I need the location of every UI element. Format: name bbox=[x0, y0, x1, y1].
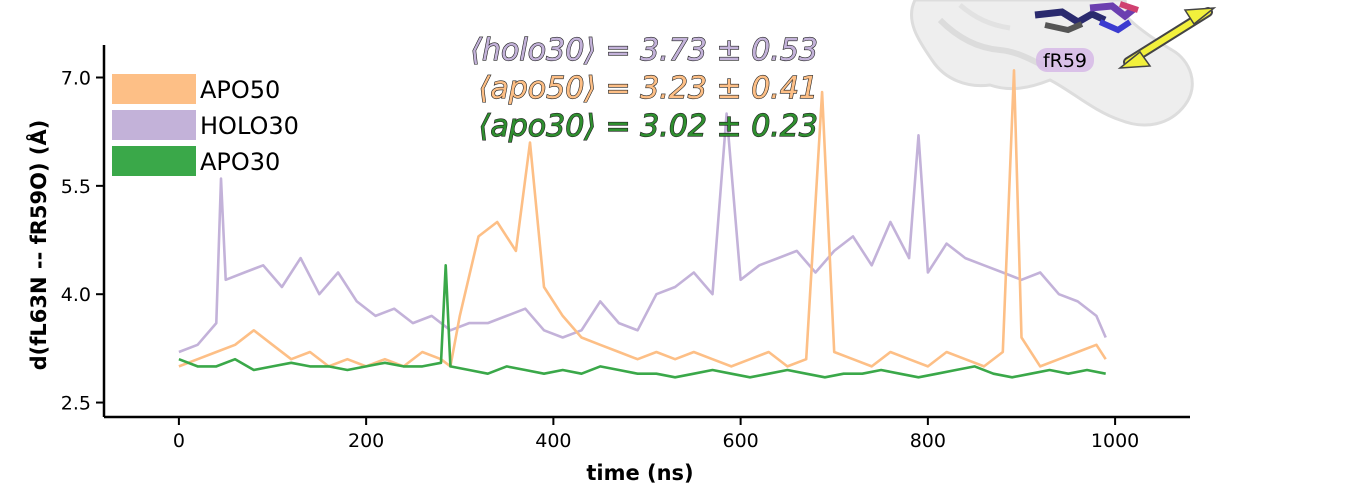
legend-label-holo30: HOLO30 bbox=[200, 112, 299, 140]
inset-residue-label: fR59 bbox=[1043, 50, 1087, 72]
x-tick-label: 400 bbox=[535, 430, 571, 452]
inset-structure-image: fR59 bbox=[910, 0, 1217, 127]
mean-annotations: ⟨holo30⟩ = 3.73 ± 0.53⟨apo50⟩ = 3.23 ± 0… bbox=[470, 32, 819, 144]
mean-annotation: ⟨holo30⟩ = 3.73 ± 0.53 bbox=[470, 33, 818, 68]
x-ticks: 0 200 400 600 800 1000 bbox=[173, 417, 1139, 452]
y-axis-title: d(fL63N -- fR59O) (Å) bbox=[26, 120, 51, 371]
series-layer bbox=[178, 69, 1107, 379]
y-tick-label: 2.5 bbox=[61, 393, 91, 415]
x-tick-label: 0 bbox=[173, 430, 185, 452]
y-ticks: 2.5 4.0 5.5 7.0 bbox=[61, 68, 104, 415]
legend-swatch-holo30 bbox=[112, 110, 196, 140]
legend-swatch-apo50 bbox=[112, 74, 196, 104]
residue-sticks-icon bbox=[1034, 1, 1139, 34]
legend-swatch-apo30 bbox=[112, 146, 196, 176]
series-line-apo30 bbox=[178, 263, 1106, 379]
mean-annotation: ⟨apo30⟩ = 3.02 ± 0.23 bbox=[479, 109, 818, 144]
distance-arrow-icon bbox=[1117, 7, 1217, 69]
x-tick-label: 1000 bbox=[1091, 430, 1139, 452]
mean-annotation: ⟨apo50⟩ = 3.23 ± 0.41 bbox=[479, 71, 818, 106]
y-tick-label: 7.0 bbox=[61, 68, 91, 90]
x-tick-label: 200 bbox=[348, 430, 384, 452]
legend: APO50 HOLO30 APO30 bbox=[112, 74, 299, 176]
legend-label-apo50: APO50 bbox=[200, 76, 280, 104]
x-axis-title: time (ns) bbox=[586, 461, 693, 485]
series-line-holo30 bbox=[178, 112, 1107, 354]
axes bbox=[102, 45, 1190, 419]
legend-label-apo30: APO30 bbox=[200, 148, 280, 176]
y-tick-label: 5.5 bbox=[61, 176, 91, 198]
y-tick-label: 4.0 bbox=[61, 284, 91, 306]
series-line-apo50 bbox=[178, 69, 1107, 368]
x-tick-label: 800 bbox=[910, 430, 946, 452]
x-tick-label: 600 bbox=[722, 430, 758, 452]
